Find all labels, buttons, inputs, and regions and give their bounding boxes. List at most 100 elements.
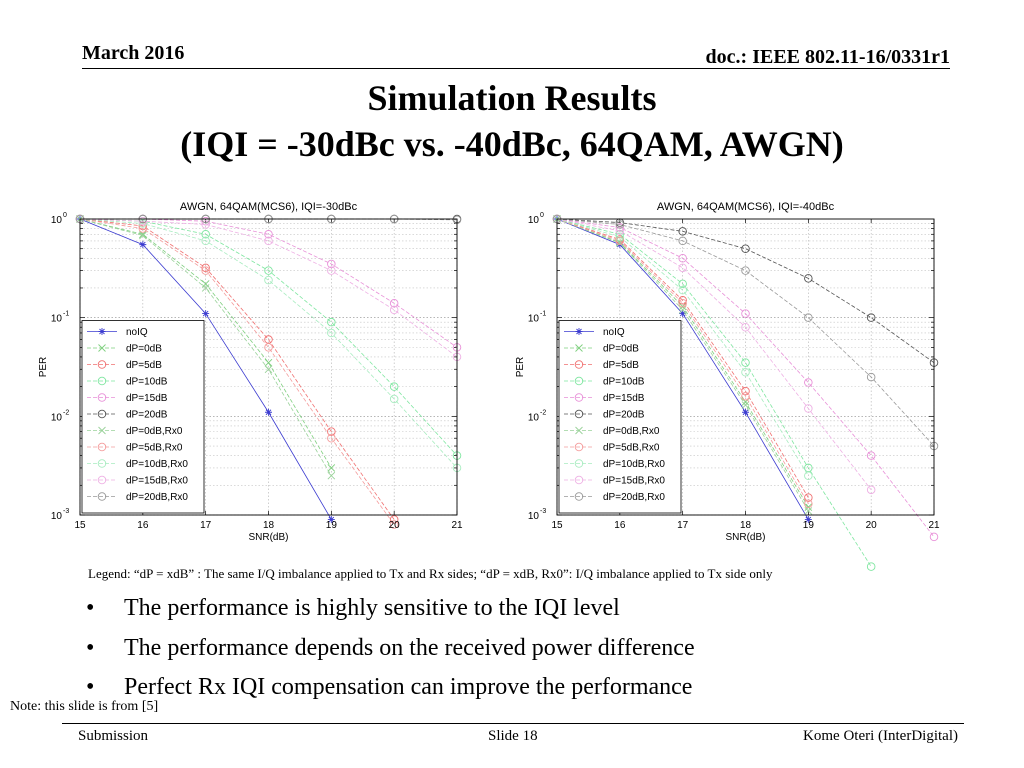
series-line [556, 218, 809, 498]
data-point [389, 520, 399, 529]
data-point [574, 376, 584, 386]
data-point [389, 305, 399, 315]
data-point [98, 328, 106, 335]
bullet-dot: • [86, 674, 95, 700]
header-date: March 2016 [82, 42, 185, 64]
legend: noIQ dP=0dB dP=5dB dP=10dB dP=15dB dP=20dB dP=… [558, 320, 682, 514]
data-point [574, 475, 584, 485]
y-tick-label: 10 [528, 511, 540, 522]
data-point [327, 328, 336, 338]
legend-label: noIQ [603, 327, 625, 338]
data-point [575, 426, 583, 435]
data-point [804, 313, 813, 322]
legend-label: dP=20dB [126, 410, 168, 421]
data-point [202, 310, 210, 318]
data-point [804, 274, 813, 283]
series-line [556, 218, 935, 538]
data-point [264, 236, 273, 246]
y-tick-exponent: 0 [540, 212, 544, 219]
legend-label: dP=20dB,Rx0 [126, 492, 188, 503]
y-tick-label: 10 [51, 511, 63, 522]
x-tick-label: 21 [451, 520, 463, 531]
series-line [79, 218, 395, 520]
data-point [264, 266, 273, 275]
data-point [741, 401, 750, 409]
data-point [741, 358, 750, 367]
x-tick-label: 19 [803, 520, 815, 531]
data-point [327, 427, 336, 436]
x-tick-label: 18 [740, 520, 752, 531]
data-point [678, 254, 687, 263]
data-point [742, 408, 749, 416]
data-point [389, 298, 399, 308]
legend-box [558, 320, 682, 514]
y-tick-label: 10 [528, 314, 540, 325]
header-rule [82, 68, 950, 69]
x-tick-label: 17 [200, 520, 212, 531]
series-line [79, 218, 395, 525]
footer-rule [62, 723, 964, 724]
data-point [804, 499, 813, 509]
data-point [804, 471, 813, 480]
footer-slide-number: Slide 18 [488, 728, 538, 744]
data-point [804, 507, 813, 515]
data-point [678, 285, 687, 295]
legend-label: dP=20dB [603, 410, 645, 421]
data-point [866, 485, 876, 495]
series-line [556, 218, 809, 504]
x-tick-label: 17 [677, 520, 689, 531]
legend-label: dP=5dB,Rx0 [603, 443, 660, 454]
y-tick-label: 10 [51, 412, 63, 423]
chart-title: AWGN, 64QAM(MCS6), IQI=-40dBc [657, 201, 835, 213]
y-tick-label: 10 [528, 215, 540, 226]
bullet-text: Perfect Rx IQI compensation can improve … [124, 674, 693, 700]
data-point [866, 451, 876, 460]
legend-note: Legend: “dP = xdB” : The same I/Q imbala… [88, 566, 773, 581]
slide-title: Simulation Results [367, 78, 657, 118]
per-chart-iqi-40dbc: AWGN, 64QAM(MCS6), IQI=-40dBc SNR(dB) PER 1… [515, 201, 940, 571]
series-line [556, 218, 809, 476]
data-point [201, 216, 210, 226]
legend-label: dP=10dB [603, 377, 645, 388]
data-point [678, 227, 687, 236]
axes-frame [556, 218, 935, 516]
data-point [97, 393, 107, 402]
data-point [615, 223, 625, 232]
data-point [741, 322, 750, 332]
data-point [201, 220, 210, 229]
legend-label: dP=15dB,Rx0 [126, 476, 188, 487]
data-point [741, 309, 750, 318]
data-point [265, 408, 272, 416]
legend-label: dP=0dB [603, 344, 639, 355]
x-tick-label: 18 [263, 520, 275, 531]
data-point [201, 284, 210, 292]
data-point [574, 409, 584, 419]
data-point [327, 433, 336, 443]
header-doc-id: doc.: IEEE 802.11-16/0331r1 [705, 46, 950, 68]
data-point [804, 404, 813, 413]
data-point [866, 372, 876, 382]
legend: noIQ dP=0dB dP=5dB dP=10dB dP=15dB dP=20dB dP=… [81, 320, 205, 514]
axes-frame [79, 218, 458, 516]
y-tick-label: 10 [51, 314, 63, 325]
x-tick-label: 16 [614, 520, 626, 531]
legend-box [81, 320, 205, 514]
data-point [574, 492, 584, 501]
footer-author: Kome Oteri (InterDigital) [803, 728, 958, 744]
x-tick-label: 16 [137, 520, 149, 531]
data-point [616, 239, 624, 247]
data-point [615, 232, 625, 242]
bullet-list: • The performance is highly sensitive to … [86, 589, 695, 708]
data-point [97, 475, 107, 485]
series-line [556, 218, 935, 363]
y-tick-label: 10 [528, 412, 540, 423]
slide-subtitle: (IQI = -30dBc vs. -40dBc, 64QAM, AWGN) [180, 124, 844, 164]
legend-label: noIQ [126, 327, 148, 338]
data-point [98, 426, 106, 435]
data-point [741, 244, 750, 253]
legend-label: dP=5dB [126, 360, 162, 371]
legend-label: dP=5dB,Rx0 [126, 443, 183, 454]
data-point [615, 226, 625, 236]
data-point [389, 515, 399, 524]
data-point [741, 367, 750, 377]
